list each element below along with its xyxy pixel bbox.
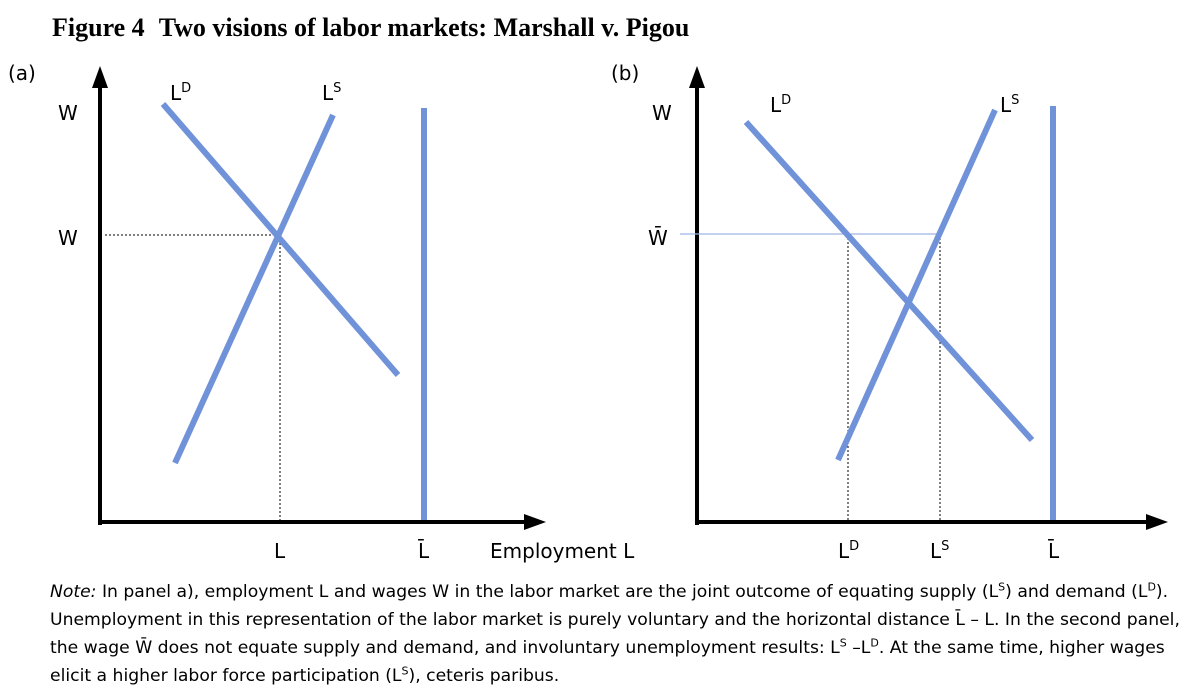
label-sup: S xyxy=(941,539,949,554)
arrowhead xyxy=(1146,514,1168,530)
figure-number: Figure 4 xyxy=(52,13,145,42)
note: Note: In panel a), employment L and wage… xyxy=(50,578,1195,690)
panel-a: (a) W W LD LS L L̄ Employment L xyxy=(8,61,635,563)
supply-curve xyxy=(172,113,336,465)
label-sup: S xyxy=(333,81,341,96)
arrowhead xyxy=(92,66,108,88)
panel-label: (a) xyxy=(8,61,36,85)
note-text: S xyxy=(401,664,409,678)
x-tick-label: L xyxy=(274,539,286,563)
x-tick-label: LS xyxy=(930,539,949,563)
note-text: S xyxy=(839,636,847,650)
supply-label: LS xyxy=(1000,93,1019,117)
note-text: ) and demand (L xyxy=(1005,582,1148,602)
label-sup: D xyxy=(781,93,791,108)
label-sup: S xyxy=(1011,93,1019,108)
demand-curve xyxy=(160,102,401,377)
label-base: L xyxy=(838,539,850,563)
note-text: ), ceteris paribus. xyxy=(408,666,560,686)
supply-label: LS xyxy=(322,81,341,105)
panel-label: (b) xyxy=(611,61,639,85)
label-sup: D xyxy=(849,539,859,554)
demand-curve xyxy=(743,119,1035,443)
label-sup: D xyxy=(181,81,191,96)
diagram: Figure 4 Two visions of labor markets: Ma… xyxy=(8,13,1168,563)
x-axis-label: Employment L xyxy=(490,539,635,563)
label-base: L xyxy=(322,81,334,105)
note-text: ). Unemployment in this representation o… xyxy=(50,582,1180,658)
wage-tick: W̄ xyxy=(648,225,668,250)
panel-b: (b) W W̄ LD LS LD LS L̄ xyxy=(611,61,1168,563)
note-text: In panel a), employment L and wages W in… xyxy=(96,582,999,602)
note-text: –L xyxy=(846,638,871,658)
label-base: L̄ xyxy=(418,538,430,563)
label-base: L xyxy=(274,539,286,563)
demand-label: LD xyxy=(770,93,791,117)
note-text: D xyxy=(870,636,879,650)
label-base: L xyxy=(770,93,782,117)
demand-label: LD xyxy=(170,81,191,105)
note-text: . At the same time, higher wages elicit … xyxy=(50,638,1165,686)
supply-curve xyxy=(835,108,998,462)
figure-title: Figure 4 Two visions of labor markets: Ma… xyxy=(52,13,689,42)
label-base: L xyxy=(170,81,182,105)
arrowhead xyxy=(524,514,546,530)
figure-caption: Two visions of labor markets: Marshall v… xyxy=(159,13,690,42)
label-base: L xyxy=(930,539,942,563)
label-base: L̄ xyxy=(1048,538,1060,563)
x-tick-label: LD xyxy=(838,539,859,563)
x-tick-label: L̄ xyxy=(1048,538,1060,563)
y-axis-label: W xyxy=(58,101,78,125)
arrowhead xyxy=(689,66,705,88)
y-axis-label: W xyxy=(652,101,672,125)
note-text: Note: xyxy=(50,582,97,602)
note-text: D xyxy=(1147,580,1156,594)
x-tick-label: L̄ xyxy=(418,538,430,563)
wage-tick: W xyxy=(58,226,78,250)
note-text: S xyxy=(998,580,1006,594)
label-base: L xyxy=(1000,93,1012,117)
